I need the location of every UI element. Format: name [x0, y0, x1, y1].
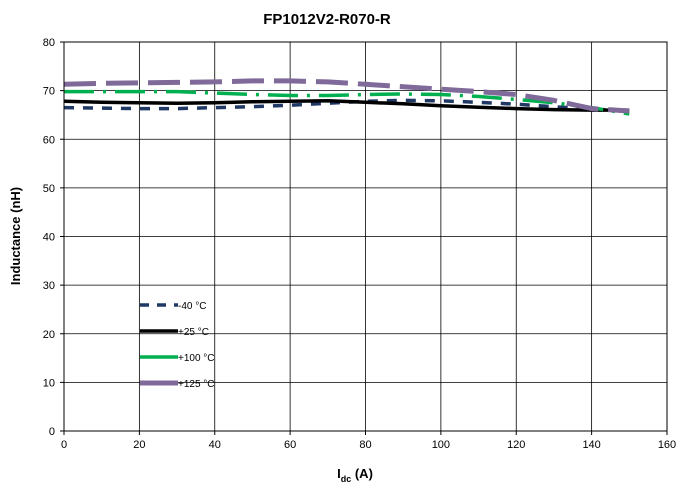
x-tick-label: 0 [61, 439, 67, 451]
axes: 0 20 40 60 80 100 120 140 160 0 10 20 30 40 50 60 70 80 [43, 37, 676, 451]
x-tick-label: 40 [209, 439, 221, 451]
x-tick-label: 100 [432, 439, 450, 451]
series-line-3 [64, 89, 630, 116]
series-line-4 [63, 78, 630, 114]
legend: -40 °C +25 °C +100 °C +125 °C [140, 301, 215, 390]
x-axis-title-main: I [337, 466, 341, 481]
x-axis-title-unit: (A) [351, 466, 373, 481]
x-tick-label: 160 [658, 439, 676, 451]
y-tick-label: 80 [43, 37, 55, 49]
y-axis-title: Inductance (nH) [8, 187, 23, 285]
chart-title: FP1012V2-R070-R [263, 11, 391, 28]
x-axis-title: Idc (A) [337, 466, 373, 484]
y-tick-label: 0 [49, 426, 55, 438]
legend-label-3: +100 °C [178, 353, 215, 364]
y-tick-label: 60 [43, 134, 55, 146]
y-tick-label: 40 [43, 232, 55, 244]
series-line-2 [63, 99, 630, 112]
legend-label-4: +125 °C [178, 379, 215, 390]
x-tick-label: 140 [582, 439, 600, 451]
legend-label-1: -40 °C [178, 301, 206, 312]
x-axis-title-subscript: dc [341, 474, 352, 484]
x-tick-label: 20 [133, 439, 145, 451]
series-lines [63, 78, 630, 116]
x-tick-label: 60 [284, 439, 296, 451]
y-tick-label: 20 [43, 329, 55, 341]
x-tick-label: 120 [507, 439, 525, 451]
y-tick-label: 50 [43, 183, 55, 195]
y-tick-label: 30 [43, 280, 55, 292]
y-tick-label: 70 [43, 86, 55, 98]
y-tick-label: 10 [43, 377, 55, 389]
x-tick-label: 80 [359, 439, 371, 451]
grid [63, 41, 668, 432]
legend-label-2: +25 °C [178, 327, 209, 338]
